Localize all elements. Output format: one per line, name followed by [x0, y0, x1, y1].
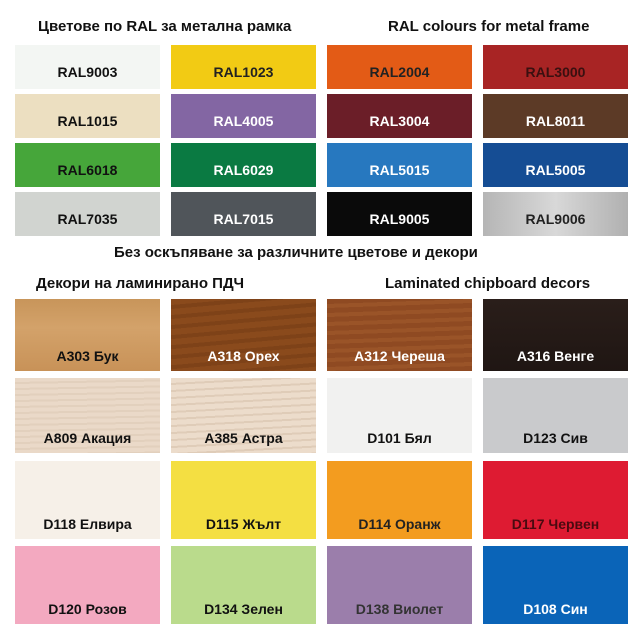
heading-decor-en: Laminated chipboard decors: [385, 275, 591, 292]
decor-swatch-d138: D138 Виолет: [327, 546, 472, 624]
decor-swatch-d114: D114 Оранж: [327, 461, 472, 539]
decor-swatch-d117: D117 Червен: [483, 461, 628, 539]
swatch-label: RAL3004: [369, 113, 430, 129]
swatch-label: D114 Оранж: [358, 516, 441, 532]
swatch-label: D101 Бял: [367, 430, 432, 446]
swatch-label: RAL3000: [525, 64, 586, 80]
ral-swatch-ral9003: RAL9003: [15, 45, 160, 89]
ral-swatch-ral3004: RAL3004: [327, 94, 472, 138]
ral-swatch-ral1023: RAL1023: [171, 45, 316, 89]
ral-swatch-ral8011: RAL8011: [483, 94, 628, 138]
note-no-extra-cost: Без оскъпяване за различните цветове и д…: [114, 244, 478, 261]
swatch-label: A312 Череша: [354, 348, 445, 364]
swatch-label: A385 Астра: [204, 430, 283, 446]
swatch-label: D118 Елвира: [43, 516, 132, 532]
swatch-label: RAL9006: [525, 211, 586, 227]
decor-swatch-a385: A385 Астра: [171, 378, 316, 453]
heading-ral-en: RAL colours for metal frame: [388, 18, 590, 35]
decor-swatch-a318: A318 Орех: [171, 299, 316, 371]
swatch-label: RAL8011: [525, 113, 586, 129]
decor-swatch-a809: A809 Акация: [15, 378, 160, 453]
swatch-label: RAL7015: [213, 211, 274, 227]
decor-swatch-a312: A312 Череша: [327, 299, 472, 371]
swatch-label: D123 Сив: [523, 430, 588, 446]
swatch-label: A316 Венге: [516, 348, 595, 364]
ral-swatch-ral9005: RAL9005: [327, 192, 472, 236]
swatch-label: RAL4005: [213, 113, 274, 129]
swatch-label: RAL6018: [57, 162, 118, 178]
decor-swatch-d123: D123 Сив: [483, 378, 628, 453]
swatch-label: A318 Орех: [207, 348, 280, 364]
decor-swatch-d108: D108 Син: [483, 546, 628, 624]
decor-swatch-a316: A316 Венге: [483, 299, 628, 371]
ral-swatch-ral6029: RAL6029: [171, 143, 316, 187]
heading-decor-bg: Декори на ламинирано ПДЧ: [36, 275, 244, 292]
swatch-label: RAL2004: [369, 64, 430, 80]
heading-ral-bg: Цветове по RAL за метална рамка: [38, 18, 292, 35]
swatch-label: RAL1015: [57, 113, 118, 129]
swatch-label: A303 Бук: [56, 348, 119, 364]
ral-swatch-ral2004: RAL2004: [327, 45, 472, 89]
ral-swatch-ral6018: RAL6018: [15, 143, 160, 187]
swatch-label: D120 Розов: [48, 601, 127, 617]
decor-swatch-d118: D118 Елвира: [15, 461, 160, 539]
swatch-label: RAL6029: [213, 162, 274, 178]
swatch-label: D117 Червен: [511, 516, 600, 532]
swatch-label: RAL7035: [57, 211, 118, 227]
ral-swatch-ral5005: RAL5005: [483, 143, 628, 187]
ral-swatch-ral7035: RAL7035: [15, 192, 160, 236]
decor-swatch-d120: D120 Розов: [15, 546, 160, 624]
ral-swatch-ral4005: RAL4005: [171, 94, 316, 138]
decor-swatch-d115: D115 Жълт: [171, 461, 316, 539]
swatch-label: A809 Акация: [43, 430, 132, 446]
swatch-label: RAL5005: [525, 162, 586, 178]
decor-swatch-a303: A303 Бук: [15, 299, 160, 371]
decor-swatch-d134: D134 Зелен: [171, 546, 316, 624]
ral-swatch-ral1015: RAL1015: [15, 94, 160, 138]
swatch-label: RAL5015: [369, 162, 430, 178]
ral-swatch-ral3000: RAL3000: [483, 45, 628, 89]
swatch-label: RAL9005: [369, 211, 430, 227]
swatch-label: RAL9003: [57, 64, 118, 80]
swatch-label: D134 Зелен: [204, 601, 283, 617]
ral-swatch-ral9006: RAL9006: [483, 192, 628, 236]
swatch-label: D138 Виолет: [355, 601, 444, 617]
decor-swatch-d101: D101 Бял: [327, 378, 472, 453]
ral-swatch-ral5015: RAL5015: [327, 143, 472, 187]
swatch-label: D115 Жълт: [205, 516, 282, 532]
swatch-label: RAL1023: [213, 64, 274, 80]
swatch-label: D108 Син: [523, 601, 588, 617]
ral-swatch-ral7015: RAL7015: [171, 192, 316, 236]
